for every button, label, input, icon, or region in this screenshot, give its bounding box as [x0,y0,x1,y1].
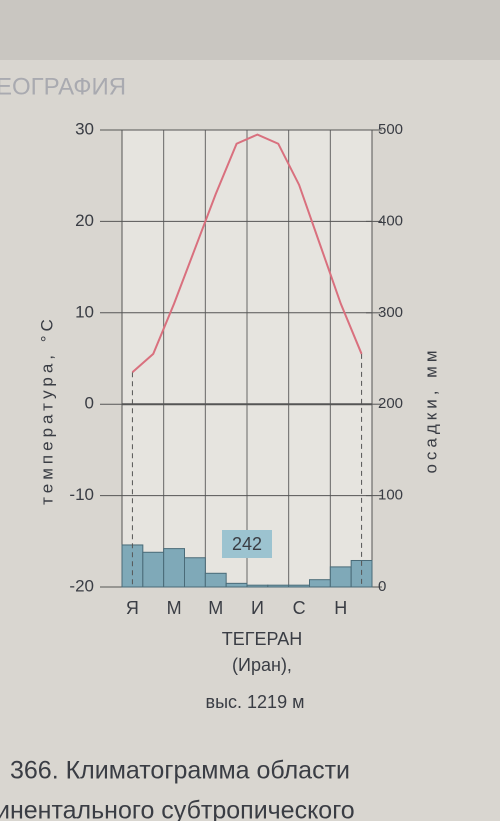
page-shadow [0,0,500,60]
caption: ТЕГЕРАН [222,629,303,649]
precipitation-bar [329,566,352,588]
y-tick-label: 0 [85,394,94,413]
y-tick-label: 30 [75,119,94,138]
precipitation-bar [288,584,310,588]
precipitation-bar [204,572,227,588]
annotation: 242 [232,534,262,554]
y-tick-label: 10 [75,302,94,321]
x-tick-label: М [208,598,223,618]
caption: выс. 1219 м [206,692,305,712]
precipitation-bar [142,551,165,588]
y2-tick-label: 200 [378,395,403,412]
y-tick-label: 20 [75,211,94,230]
temperature-line [131,133,363,373]
precipitation-bar [246,584,269,588]
precipitation-bar [184,557,206,588]
x-tick-label: И [251,598,264,618]
y-axis-title: температура, °С [37,315,56,505]
y-tick-label: -10 [69,485,94,504]
y2-axis-title: осадки, мм [421,346,440,473]
footer-text: 366. Климатограмма области [10,757,350,785]
precipitation-bar [163,548,186,588]
y2-tick-label: 0 [378,578,386,595]
y-tick-label: -20 [69,576,94,595]
x-tick-label: Н [334,598,347,618]
footer-text: инентального субтропического [0,797,355,821]
precipitation-bar [225,582,248,588]
caption: (Иран), [232,655,292,675]
precipitation-bar [309,579,331,588]
y2-tick-label: 100 [378,487,403,504]
x-tick-label: Я [126,598,139,618]
annotation-box [222,530,272,558]
precipitation-bar [267,584,290,588]
header: ЕОГРАФИЯ [0,73,126,100]
x-tick-label: С [293,598,306,618]
y2-tick-label: 500 [378,121,403,138]
y2-tick-label: 400 [378,212,403,229]
y2-tick-label: 300 [378,304,403,321]
x-tick-label: М [167,598,182,618]
